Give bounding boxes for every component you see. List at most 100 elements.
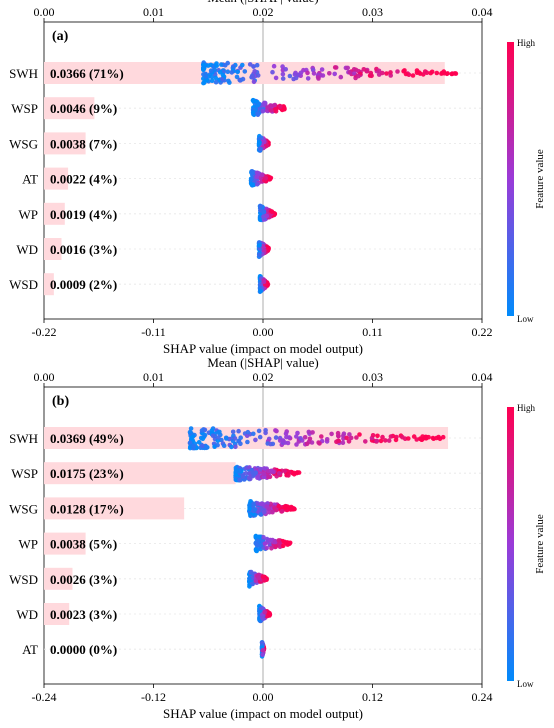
shap-point (258, 506, 264, 512)
shap-point (219, 62, 224, 67)
shap-point (260, 652, 265, 657)
shap-point (363, 439, 368, 444)
shap-point (248, 571, 254, 576)
shap-point (258, 512, 264, 517)
top-tick-label: 0.00 (34, 5, 55, 19)
shap-point (261, 214, 266, 220)
shap-point (217, 429, 222, 435)
shap-point (351, 67, 357, 72)
feature-label-swh: SWH (9, 66, 38, 81)
shap-point (287, 73, 293, 79)
shap-point (265, 105, 270, 110)
shap-point (388, 434, 394, 439)
shap-point (294, 434, 299, 439)
shap-point (253, 437, 258, 443)
bar-value-label: 0.0022 (4%) (50, 172, 117, 187)
shap-point (305, 76, 311, 81)
shap-point (347, 432, 352, 437)
shap-point (247, 584, 252, 589)
shap-point (441, 71, 447, 76)
shap-point (406, 436, 411, 441)
shap-point (304, 441, 310, 447)
bar-value-label: 0.0026 (3%) (50, 572, 117, 587)
shap-point (269, 209, 275, 214)
shap-point (319, 67, 325, 72)
shap-point (283, 67, 289, 72)
bar-value-label: 0.0046 (9%) (50, 101, 117, 116)
shap-point (280, 438, 286, 443)
shap-point (345, 65, 351, 71)
importance-bar-wsd (44, 273, 54, 296)
shap-point (236, 428, 241, 434)
shap-point (289, 504, 294, 510)
shap-point (269, 546, 274, 551)
shap-point (210, 433, 216, 439)
shap-point (260, 574, 266, 579)
shap-point (264, 504, 270, 509)
shap-point (256, 252, 262, 257)
shap-point (262, 541, 268, 546)
shap-point (258, 466, 263, 472)
top-axis-label: Mean (|SHAP| value) (207, 355, 318, 370)
shap-point (268, 175, 274, 181)
shap-point (357, 432, 362, 437)
shap-point (253, 548, 259, 553)
shap-point (247, 576, 252, 581)
shap-point (187, 440, 193, 446)
shap-point (273, 428, 278, 433)
colorbar-low-label: Low (517, 679, 534, 689)
shap-point (262, 609, 268, 615)
shap-point (376, 68, 382, 74)
shap-point (281, 543, 286, 549)
shap-point (336, 433, 341, 439)
shap-point (298, 70, 304, 76)
shap-point (305, 70, 310, 76)
shap-point (245, 439, 250, 445)
importance-bar-wsp (44, 462, 236, 485)
shap-point (250, 75, 256, 80)
bar-value-label: 0.0369 (49%) (50, 431, 124, 446)
shap-point (220, 72, 226, 78)
colorbar-low-label: Low (517, 314, 534, 324)
shap-point (223, 63, 228, 68)
shap-point (280, 76, 286, 81)
importance-bar-wd (44, 603, 70, 625)
shap-point (277, 104, 283, 109)
shap-point (253, 578, 259, 584)
beeswarm-wp (257, 203, 278, 223)
colorbar-title: Feature value (534, 149, 546, 209)
shap-point (267, 610, 272, 616)
top-tick-label: 0.00 (34, 370, 55, 384)
shap-point (225, 69, 231, 74)
shap-point (262, 248, 267, 253)
feature-label-wsp: WSP (11, 466, 38, 481)
shap-point (247, 503, 252, 508)
shap-point (264, 143, 270, 148)
shap-point (255, 475, 260, 481)
shap-point (332, 71, 338, 77)
shap-point (317, 441, 322, 446)
shap-point (428, 70, 434, 76)
feature-label-wp: WP (19, 207, 39, 222)
shap-point (238, 435, 243, 441)
shap-point (250, 98, 256, 103)
shap-point (370, 433, 376, 438)
importance-bar-swh (44, 427, 449, 449)
shap-point (348, 435, 354, 441)
beeswarm-wsd (247, 569, 269, 589)
shap-point (219, 76, 225, 82)
importance-bar-wp (44, 532, 86, 555)
shap-point (201, 62, 207, 68)
shap-point (336, 438, 342, 444)
shap-point (258, 203, 263, 209)
top-tick-label: 0.01 (143, 370, 164, 384)
bottom-tick-label: 0.00 (253, 690, 274, 704)
shap-point (262, 139, 267, 145)
feature-label-wd: WD (16, 607, 38, 622)
bottom-tick-label: 0.12 (362, 690, 383, 704)
shap-point (260, 108, 266, 114)
shap-point (347, 70, 353, 75)
shap-point (453, 71, 459, 76)
shap-point (383, 438, 388, 443)
